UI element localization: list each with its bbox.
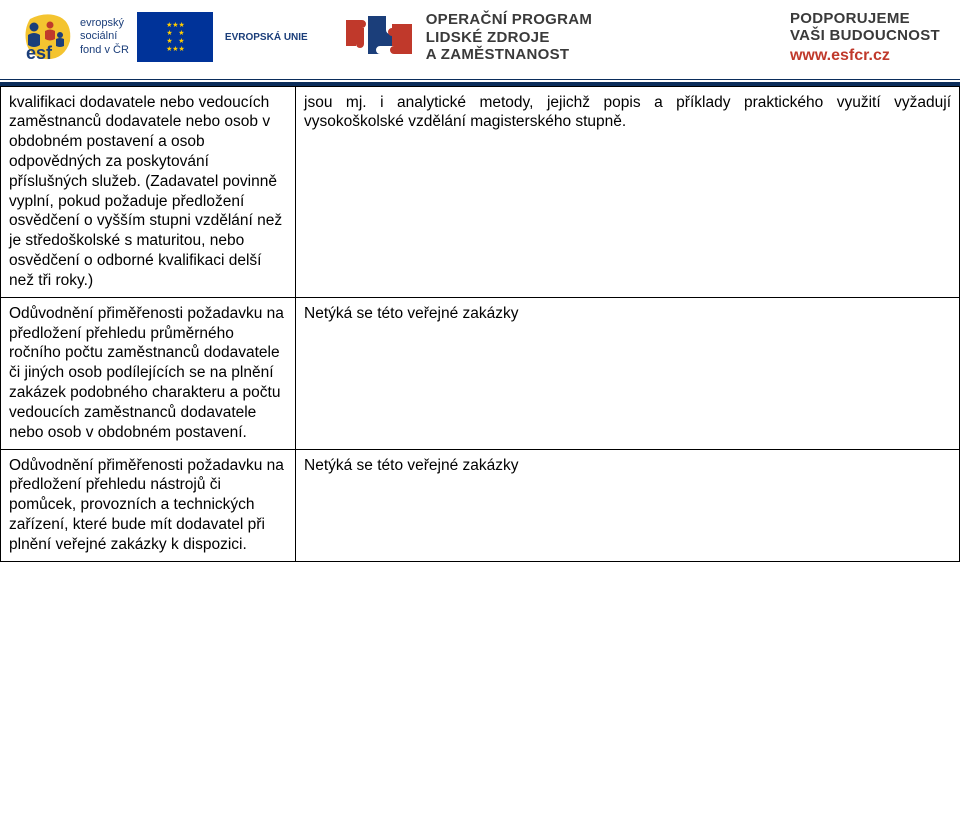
table-row: kvalifikaci dodavatele nebo vedoucích za…: [1, 86, 960, 297]
esf-text: evropský sociální fond v ČR: [80, 17, 129, 58]
eu-label: EVROPSKÁ UNIE: [225, 32, 308, 43]
row-right: jsou mj. i analytické metody, jejichž po…: [296, 86, 960, 297]
support-block: PODPORUJEME VAŠI BUDOUCNOST www.esfcr.cz: [790, 10, 940, 65]
table-row: Odůvodnění přiměřenosti požadavku na pře…: [1, 449, 960, 561]
op-logo-block: OPERAČNÍ PROGRAM LIDSKÉ ZDROJE A ZAMĚSTN…: [344, 11, 592, 63]
row-left: Odůvodnění přiměřenosti požadavku na pře…: [1, 449, 296, 561]
document-table: kvalifikaci dodavatele nebo vedoucích za…: [0, 86, 960, 562]
puzzle-icon: [344, 14, 416, 60]
row-right: Netýká se této veřejné zakázky: [296, 449, 960, 561]
esf-icon: esf: [20, 11, 74, 63]
row-left: kvalifikaci dodavatele nebo vedoucích za…: [1, 86, 296, 297]
logo-header: esf evropský sociální fond v ČR ★ ★ ★★ ★…: [0, 0, 960, 79]
support-title: PODPORUJEME VAŠI BUDOUCNOST: [790, 10, 940, 45]
support-url: www.esfcr.cz: [790, 47, 940, 65]
esf-logo-block: esf evropský sociální fond v ČR ★ ★ ★★ ★…: [20, 11, 308, 63]
eu-flag: ★ ★ ★★ ★★ ★★ ★ ★: [137, 12, 213, 62]
op-title: OPERAČNÍ PROGRAM LIDSKÉ ZDROJE A ZAMĚSTN…: [426, 11, 592, 63]
row-right: Netýká se této veřejné zakázky: [296, 297, 960, 449]
row-left: Odůvodnění přiměřenosti požadavku na pře…: [1, 297, 296, 449]
divider-thin: [0, 79, 960, 80]
svg-text:esf: esf: [26, 43, 53, 63]
table-row: Odůvodnění přiměřenosti požadavku na pře…: [1, 297, 960, 449]
